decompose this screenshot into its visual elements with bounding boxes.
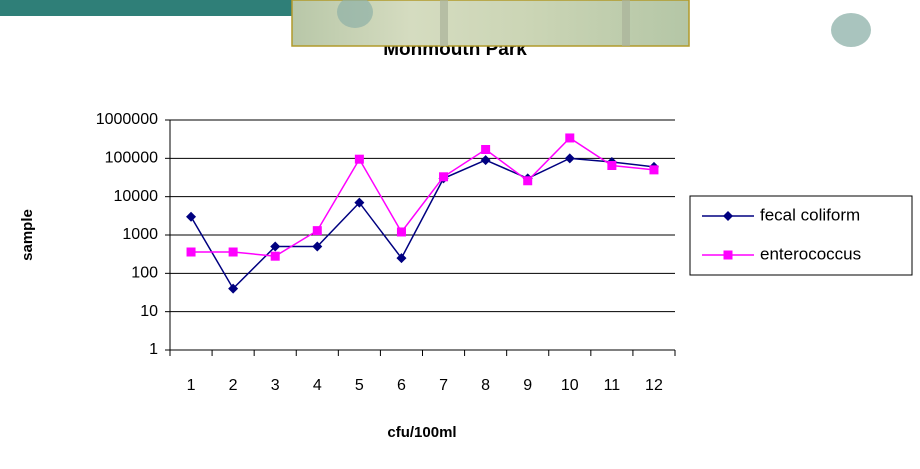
y-tick-label: 100000: [105, 150, 158, 167]
x-tick-label: 6: [397, 377, 406, 394]
x-tick-label: 7: [439, 377, 448, 394]
y-tick-label: 1000000: [96, 111, 158, 128]
x-tick-label: 12: [645, 377, 663, 394]
marker: [271, 252, 280, 261]
marker: [313, 226, 322, 235]
y-tick-label: 1: [149, 341, 158, 358]
x-tick-label: 9: [523, 377, 532, 394]
marker: [229, 248, 238, 257]
x-axis-label: cfu/100ml: [387, 424, 456, 441]
marker: [481, 155, 491, 165]
marker: [565, 133, 574, 142]
slide: Monmouth Park sample cfu/100ml 110100100…: [0, 0, 920, 469]
x-tick-label: 11: [604, 377, 621, 394]
marker: [397, 227, 406, 236]
x-tick-label: 1: [187, 377, 196, 394]
marker: [607, 161, 616, 170]
marker: [481, 145, 490, 154]
header-bar: [0, 0, 292, 16]
y-tick-label: 10000: [114, 188, 159, 205]
x-tick-label: 3: [271, 377, 280, 394]
y-tick-label: 10: [140, 303, 158, 320]
x-tick-label: 5: [355, 377, 364, 394]
marker: [439, 172, 448, 181]
marker: [187, 248, 196, 257]
y-axis-label: sample: [19, 209, 36, 261]
photo: [292, 0, 871, 47]
x-tick-label: 2: [229, 377, 238, 394]
marker: [355, 155, 364, 164]
legend-label: fecal coliform: [760, 205, 860, 224]
y-tick-label: 1000: [122, 226, 158, 243]
x-tick-label: 8: [481, 377, 490, 394]
marker: [565, 153, 575, 163]
x-tick-label: 10: [561, 377, 579, 394]
series-line: [191, 158, 654, 288]
marker: [186, 212, 196, 222]
y-tick-label: 100: [131, 265, 158, 282]
marker: [523, 176, 532, 185]
x-tick-label: 4: [313, 377, 322, 394]
legend-label: enterococcus: [760, 244, 861, 263]
marker: [724, 251, 733, 260]
marker: [649, 165, 658, 174]
